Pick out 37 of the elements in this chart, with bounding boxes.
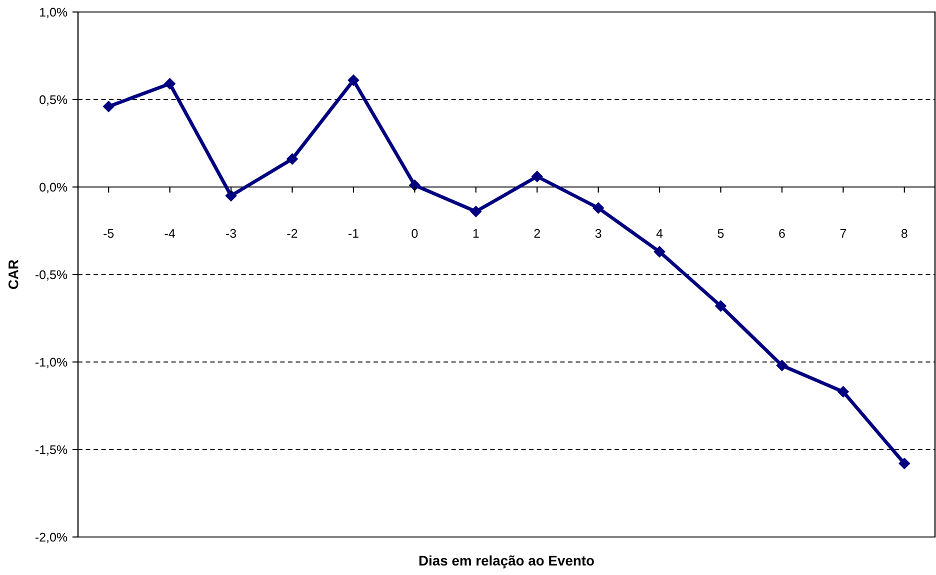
y-tick-label: -2,0% xyxy=(35,532,68,544)
point xyxy=(164,78,176,90)
x-tick-label: -1 xyxy=(348,229,358,238)
x-tick-label: 8 xyxy=(901,228,908,238)
y-tick-label: -1,5% xyxy=(35,445,68,456)
y-tick-label: 0,5% xyxy=(40,95,68,106)
y-tick-label: -1,0% xyxy=(35,358,68,368)
y-axis-title: CAR xyxy=(8,260,18,289)
point xyxy=(654,246,666,258)
x-tick-label: -3 xyxy=(226,228,236,238)
point xyxy=(348,74,360,86)
x-tick-label: 0 xyxy=(412,228,418,238)
y-tick-label: 1,0% xyxy=(40,8,68,18)
point xyxy=(103,100,114,112)
point xyxy=(225,190,237,202)
point xyxy=(532,170,543,182)
point xyxy=(898,458,910,470)
x-tick-label: 3 xyxy=(595,228,602,238)
x-tick-label: 2 xyxy=(534,228,540,238)
x-tick-label: 1 xyxy=(473,229,479,238)
x-tick-label: 6 xyxy=(779,228,785,238)
point xyxy=(592,202,604,214)
point xyxy=(409,180,420,191)
x-tick-label: -4 xyxy=(164,229,176,238)
x-tick-label: -5 xyxy=(104,229,114,238)
y-tick-label: -0,5% xyxy=(35,270,68,281)
x-axis-title: Dias em relação ao Evento xyxy=(419,555,594,568)
x-tick-label: 4 xyxy=(656,229,663,238)
y-tick-label: 0,0% xyxy=(40,182,68,194)
x-tick-label: 5 xyxy=(718,229,724,238)
point xyxy=(470,206,482,218)
point xyxy=(286,153,298,165)
x-tick-label: 7 xyxy=(840,229,846,238)
point xyxy=(838,386,849,398)
x-tick-label: -2 xyxy=(287,228,298,238)
point xyxy=(776,360,788,372)
point xyxy=(715,300,726,312)
